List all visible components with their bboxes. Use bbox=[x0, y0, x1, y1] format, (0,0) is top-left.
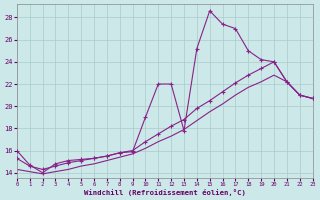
X-axis label: Windchill (Refroidissement éolien,°C): Windchill (Refroidissement éolien,°C) bbox=[84, 189, 246, 196]
